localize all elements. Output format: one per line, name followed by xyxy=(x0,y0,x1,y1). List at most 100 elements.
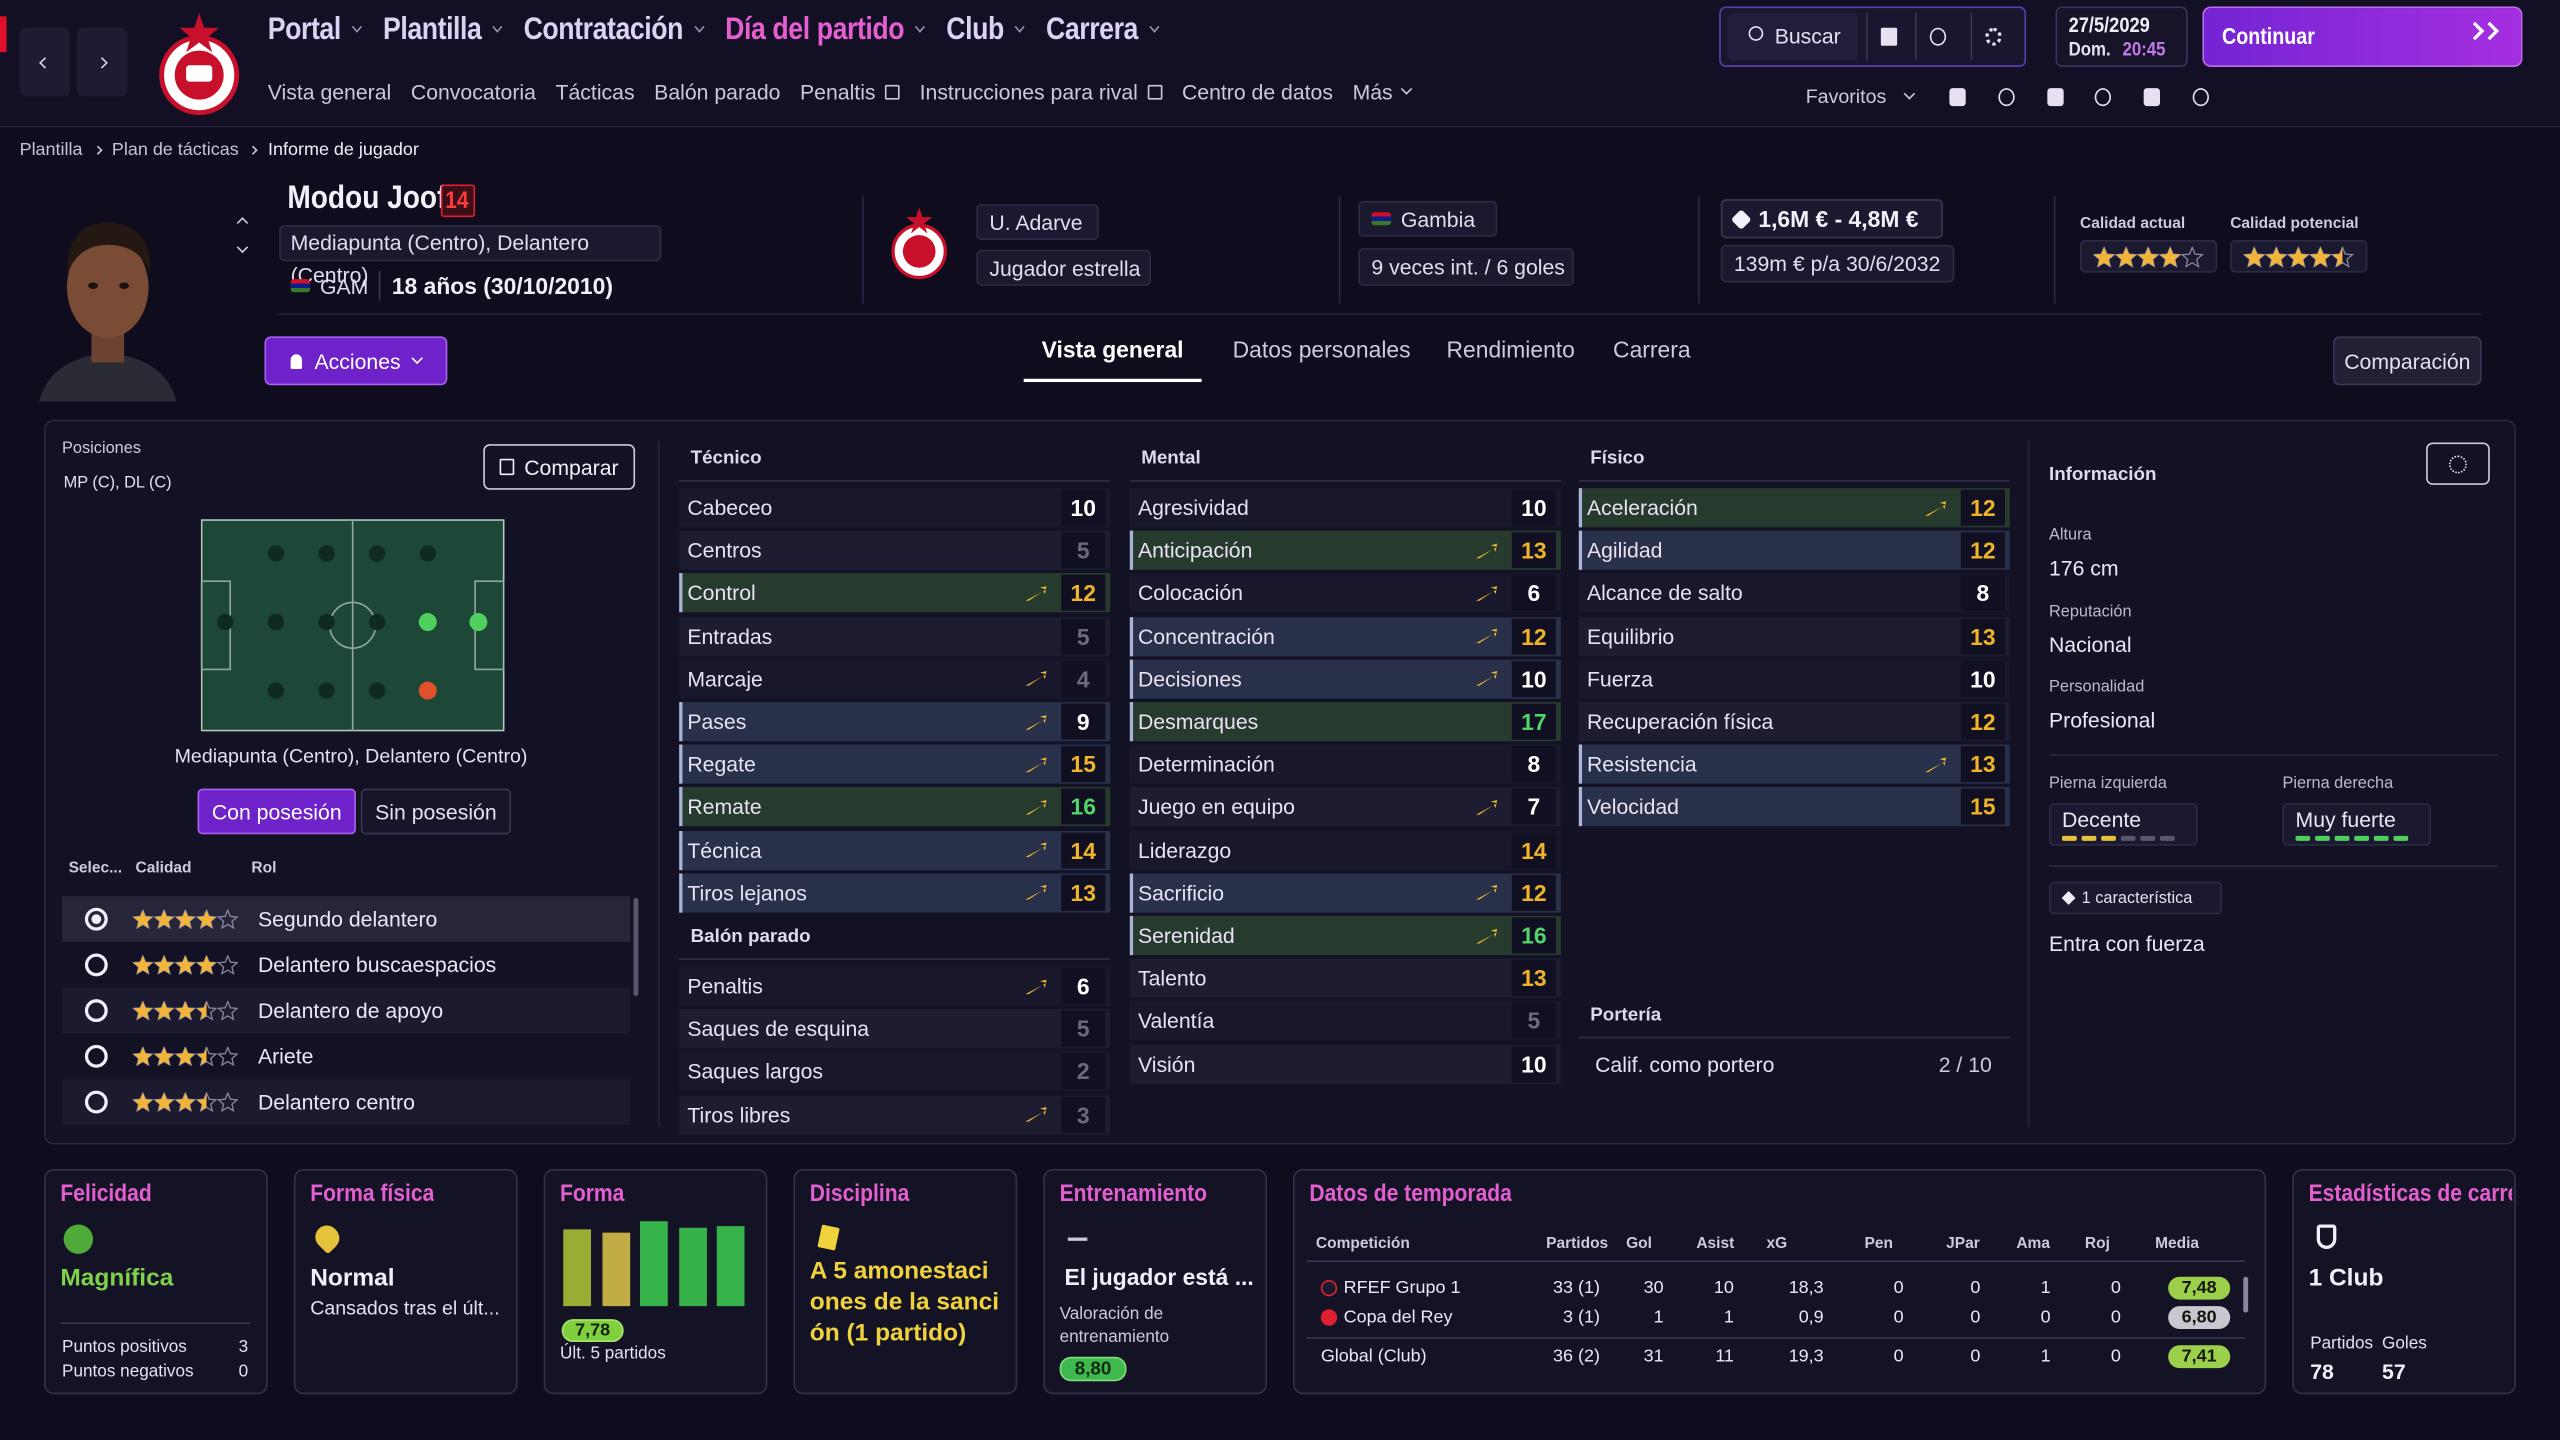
attribute-key-bar xyxy=(1129,915,1134,956)
menu-item[interactable]: Contratación xyxy=(523,13,705,49)
menu-item[interactable]: Día del partido xyxy=(725,13,926,49)
menu-label: Carrera xyxy=(1045,13,1138,48)
star-empty xyxy=(2180,245,2204,267)
attribute-value: 16 xyxy=(1521,922,1547,949)
role-name: Ariete xyxy=(257,1044,314,1069)
group-rule xyxy=(1578,479,2010,482)
nav-history-button[interactable] xyxy=(19,27,71,97)
menu-label: Contratación xyxy=(523,13,684,48)
section-label: Posiciones xyxy=(62,439,141,458)
trait: Entra con fuerza xyxy=(2048,931,2205,956)
star-empty xyxy=(216,1092,239,1112)
breadcrumb-item[interactable]: Plan de tácticas xyxy=(111,140,239,160)
star-fill xyxy=(133,1047,207,1066)
submenu-item[interactable]: Instrucciones para rival xyxy=(920,80,1163,104)
submenu-item[interactable]: Convocatoria xyxy=(411,80,536,104)
tab[interactable]: Vista general xyxy=(1041,336,1184,363)
foot-level xyxy=(2062,835,2175,841)
progress-arrow xyxy=(1475,799,1498,815)
traits-chip[interactable]: 1 característica xyxy=(2048,881,2223,915)
star-full xyxy=(133,1093,153,1111)
tab[interactable]: Datos personales xyxy=(1232,336,1411,363)
role-radio[interactable] xyxy=(84,1090,108,1114)
role-name: Segundo delantero xyxy=(257,906,438,932)
stat-card xyxy=(293,1168,518,1395)
group-rule xyxy=(1578,1036,2010,1039)
tab[interactable]: Carrera xyxy=(1613,336,1691,363)
toolbar-button[interactable] xyxy=(1866,13,1912,61)
submenu-item[interactable]: Balón parado xyxy=(654,80,780,104)
menu-item[interactable]: Club xyxy=(946,13,1025,49)
star-empty xyxy=(216,1046,239,1067)
info-rule xyxy=(2048,865,2498,867)
tab[interactable]: Rendimiento xyxy=(1446,336,1575,363)
attribute-row xyxy=(1578,659,2010,699)
role-radio[interactable] xyxy=(84,999,108,1023)
mode-button[interactable]: Con posesión xyxy=(197,788,356,835)
submenu-item[interactable]: Más xyxy=(1353,80,1413,104)
season-cell: 31 xyxy=(1643,1346,1664,1367)
menu-label: Día del partido xyxy=(725,13,905,48)
menu-item[interactable]: Carrera xyxy=(1045,13,1160,49)
rating-pill: 8,80 xyxy=(1059,1356,1127,1382)
submenu-item[interactable]: Vista general xyxy=(268,80,392,104)
breadcrumb-item[interactable]: Plantilla xyxy=(19,140,83,160)
competition-icon xyxy=(1320,1309,1338,1326)
traits-count: 1 característica xyxy=(2081,888,2193,907)
attribute-value: 4 xyxy=(1076,665,1090,692)
compare-button[interactable]: Comparación xyxy=(2333,336,2482,386)
toolbar-button[interactable] xyxy=(1970,13,2017,61)
submenu-item[interactable]: Penaltis xyxy=(800,80,901,104)
star-empty xyxy=(195,1092,218,1112)
chevron-icon xyxy=(2480,21,2500,41)
star-full xyxy=(154,955,174,974)
season-header: Partidos xyxy=(1546,1235,1609,1254)
season-cell: 3 (1) xyxy=(1563,1307,1600,1328)
attribute-row xyxy=(1129,573,1561,613)
attribute-value: 12 xyxy=(1521,623,1547,650)
attribute-group-title: Técnico xyxy=(690,448,762,469)
attribute-name: Centros xyxy=(687,538,762,563)
role-radio[interactable] xyxy=(84,1044,108,1068)
attribute-key-bar xyxy=(679,787,683,827)
actions-button[interactable]: Acciones xyxy=(264,336,448,386)
attribute-row xyxy=(1129,702,1561,742)
season-cell: 0 xyxy=(1970,1278,1981,1298)
stat-card xyxy=(793,1168,1018,1395)
pitch-dot xyxy=(419,545,436,562)
menu-item[interactable]: Plantilla xyxy=(383,13,503,49)
toolbar-button[interactable] xyxy=(1915,13,1961,61)
attribute-value-box xyxy=(1511,575,1556,612)
role-radio[interactable] xyxy=(84,907,108,931)
fitness-value: Normal xyxy=(310,1264,395,1293)
nav-history-button[interactable] xyxy=(76,27,128,97)
continue-chevrons xyxy=(2465,21,2500,41)
panel-divider xyxy=(657,440,660,1127)
search-icon xyxy=(1748,26,1764,41)
season-cell: 10 xyxy=(1713,1278,1734,1298)
attribute-value-box xyxy=(1511,831,1556,868)
role-radio[interactable] xyxy=(84,953,108,977)
menu-item[interactable]: Portal xyxy=(268,13,362,49)
attribute-name: Alcance de salto xyxy=(1586,581,1743,606)
info-icon-button[interactable] xyxy=(2426,442,2490,485)
pitch-dot xyxy=(267,545,285,562)
favorites[interactable]: Favoritos xyxy=(1806,85,1916,108)
attribute-key-bar xyxy=(1129,873,1134,913)
mode-button[interactable]: Sin posesión xyxy=(360,788,512,835)
career-label: Partidos xyxy=(2310,1333,2374,1354)
progress-arrow xyxy=(1025,714,1047,729)
pitch-dot xyxy=(318,545,335,562)
attribute-row xyxy=(1129,488,1561,528)
pitch-dot xyxy=(368,613,386,631)
submenu-item[interactable]: Centro de datos xyxy=(1182,80,1333,104)
role-name: Delantero centro xyxy=(257,1089,415,1115)
foot-level-dash xyxy=(2295,835,2311,841)
attribute-row xyxy=(679,702,1111,742)
continue-button[interactable] xyxy=(2202,6,2523,67)
compare-roles-button[interactable]: Comparar xyxy=(483,444,636,490)
submenu-item[interactable]: Tácticas xyxy=(556,80,635,104)
star-rating xyxy=(132,1046,239,1067)
player-switch[interactable] xyxy=(236,217,249,254)
